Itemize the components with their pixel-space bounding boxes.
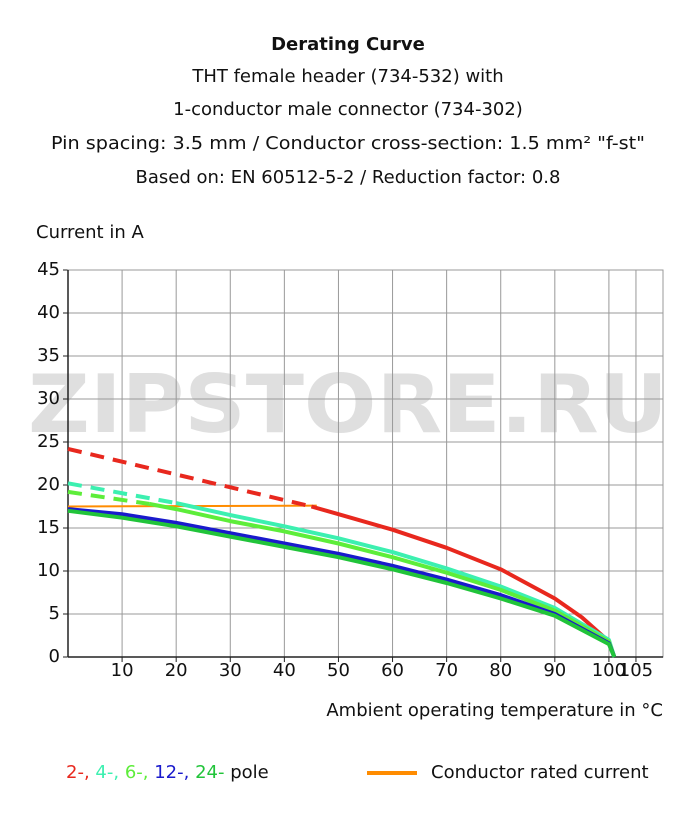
legend-entry: 12-,	[154, 762, 189, 783]
legend-suffix: pole	[230, 762, 269, 783]
y-tick-label: 5	[49, 603, 60, 624]
x-tick-label: 60	[381, 660, 404, 681]
subtitle: Based on: EN 60512-5-2 / Reduction facto…	[136, 167, 561, 188]
series-line	[67, 446, 312, 509]
legend-entry: 4-,	[95, 762, 119, 783]
legend: 2-, 4-, 6-, 12-, 24- pole Conductor rated…	[66, 762, 649, 783]
series-line	[310, 504, 617, 658]
y-tick-label: 0	[49, 646, 60, 667]
grid	[68, 269, 663, 658]
y-tick-label: 40	[37, 302, 60, 323]
y-tick-label: 15	[37, 517, 60, 538]
series-line	[67, 481, 177, 506]
x-tick-label: 20	[165, 660, 188, 681]
legend-entry: 2-,	[66, 762, 90, 783]
y-axis-label: Current in A	[36, 222, 144, 243]
legend-entry: 24-	[195, 762, 224, 783]
series-line	[148, 501, 617, 658]
series-line	[175, 501, 617, 658]
y-tick-label: 45	[37, 259, 60, 280]
x-tick-label: 90	[543, 660, 566, 681]
x-tick-label: 100	[592, 660, 626, 681]
x-tick-label: 105	[619, 660, 653, 681]
watermark: ZIPSTORE.RU	[28, 358, 668, 451]
x-tick-label: 30	[219, 660, 242, 681]
x-tick-label: 40	[273, 660, 296, 681]
subtitle: Pin spacing: 3.5 mm / Conductor cross-se…	[51, 133, 645, 154]
legend-pole-text: 2-, 4-, 6-, 12-, 24- pole	[66, 762, 269, 783]
x-tick-label: 70	[435, 660, 458, 681]
y-tick-label: 35	[37, 345, 60, 366]
y-tick-label: 20	[37, 474, 60, 495]
series-line	[67, 489, 150, 506]
chart-title: Derating Curve	[271, 34, 425, 55]
y-tick-label: 25	[37, 431, 60, 452]
subtitle: THT female header (734-532) with	[191, 66, 503, 87]
x-tick-label: 10	[111, 660, 134, 681]
x-tick-label: 80	[489, 660, 512, 681]
legend-entry: Conductor rated current	[431, 762, 649, 783]
plot-border	[67, 269, 664, 658]
legend-entry: 6-,	[125, 762, 149, 783]
y-tick-label: 10	[37, 560, 60, 581]
x-tick-label: 50	[327, 660, 350, 681]
subtitle: 1-conductor male connector (734-302)	[173, 99, 523, 120]
y-tick-label: 30	[37, 388, 60, 409]
series-line	[67, 507, 617, 658]
series-line	[67, 508, 617, 658]
x-axis-label: Ambient operating temperature in °C	[326, 700, 663, 721]
